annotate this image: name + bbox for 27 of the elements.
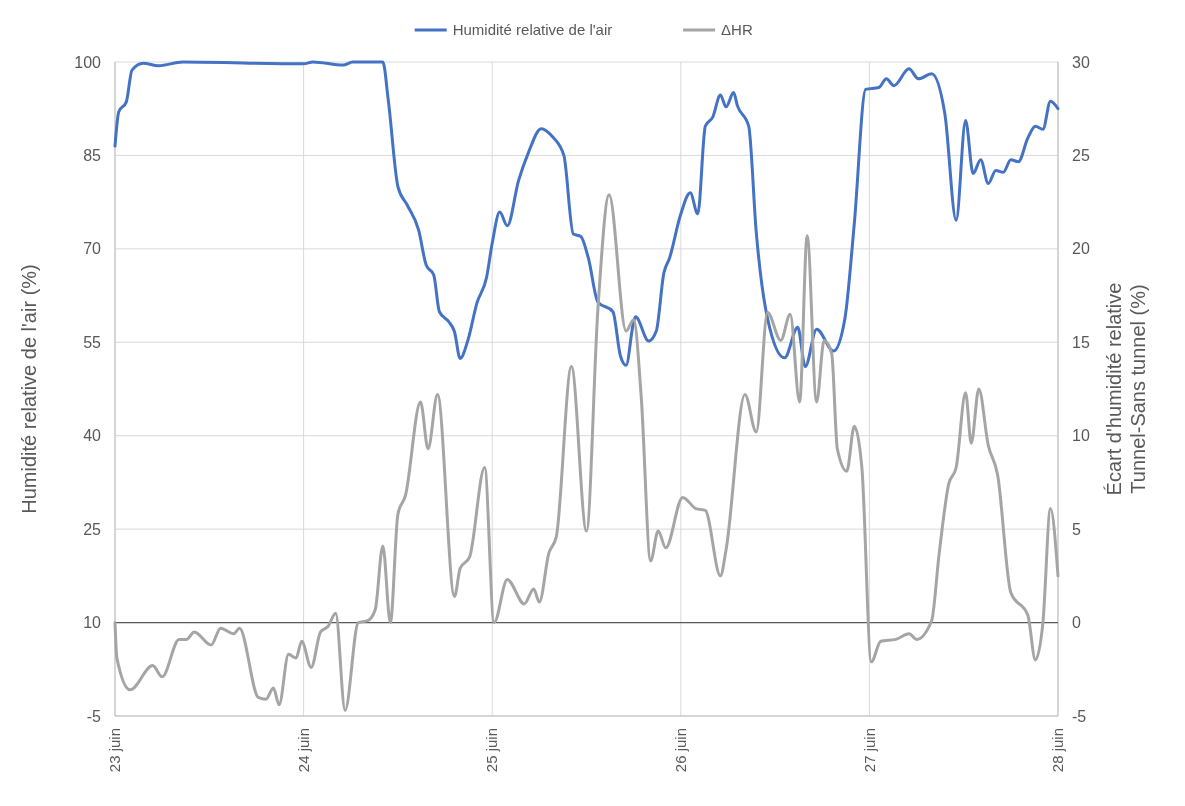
y-tick-label: 100	[74, 53, 102, 71]
x-tick-label: 25 juin	[483, 728, 501, 773]
legend-label: ΔHR	[721, 21, 753, 39]
y-tick-label: 55	[83, 333, 102, 351]
legend-label: Humidité relative de l'air	[452, 21, 613, 39]
y-tick-label: 70	[83, 240, 102, 258]
y2-tick-label: -5	[1072, 707, 1087, 725]
y-tick-label: 25	[83, 520, 102, 538]
y2-tick-label: 0	[1072, 614, 1081, 632]
y2-tick-label: 25	[1072, 147, 1090, 165]
line-series	[113, 193, 1060, 712]
x-tick-label: 23 juin	[106, 728, 124, 773]
x-tick-label: 24 juin	[294, 728, 312, 773]
y2-tick-label: 10	[1072, 427, 1090, 445]
y2-axis-title: Écart d'humidité relative Tunnel-Sans tunnel (%)	[1103, 282, 1149, 496]
y2-tick-label: 15	[1072, 333, 1090, 351]
y-tick-label: 85	[83, 147, 102, 165]
x-tick-label: 28 juin	[1049, 728, 1067, 773]
y-tick-label: -5	[86, 707, 102, 725]
y2-tick-label: 30	[1072, 53, 1090, 71]
y-tick-label: 10	[83, 614, 102, 632]
y-axis-title: Humidité relative de l'air (%)	[18, 264, 40, 514]
y2-tick-label: 20	[1072, 240, 1090, 258]
y2-tick-label: 5	[1072, 520, 1081, 538]
y-tick-label: 40	[83, 427, 102, 445]
x-tick-label: 27 juin	[860, 728, 878, 773]
x-tick-label: 26 juin	[672, 728, 690, 773]
